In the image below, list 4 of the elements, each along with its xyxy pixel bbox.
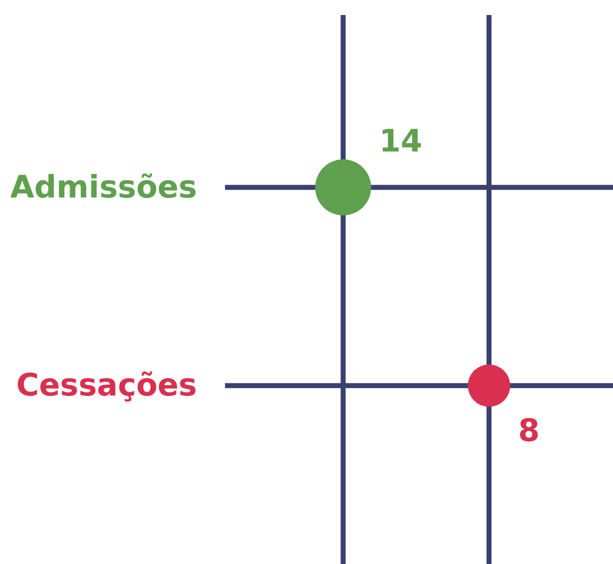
data-label: 14	[379, 123, 422, 160]
data-label: 8	[518, 412, 540, 449]
category-label: Admissões	[10, 169, 197, 206]
category-label: Cessações	[16, 368, 197, 404]
